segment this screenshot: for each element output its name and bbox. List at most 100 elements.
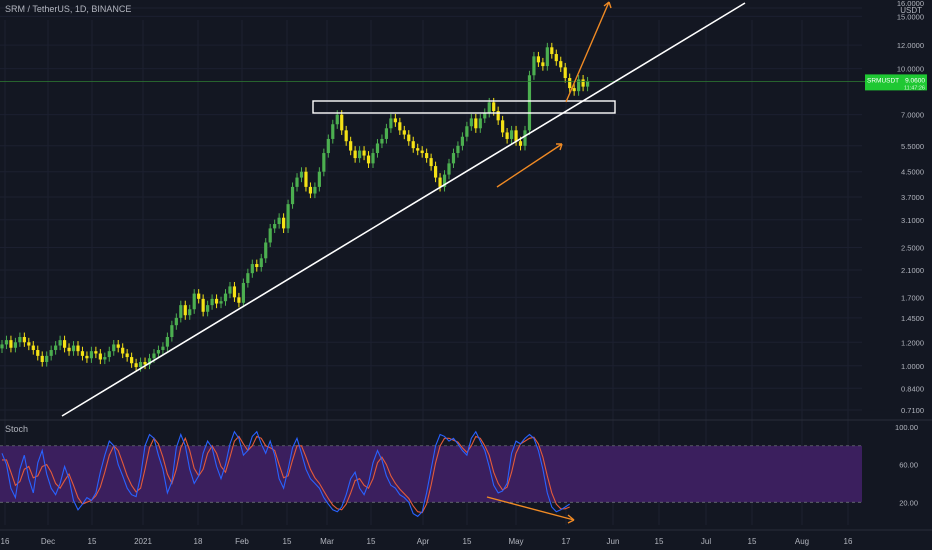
time-tick-label: Dec: [41, 537, 55, 546]
candle-up: [138, 361, 143, 368]
candle-up: [210, 298, 214, 306]
candle-down: [197, 293, 201, 299]
candle-up: [152, 353, 156, 359]
candle-up: [241, 282, 245, 303]
candle-up: [103, 357, 107, 360]
candle-up: [206, 305, 210, 312]
candle-up: [384, 128, 389, 139]
candle-down: [344, 130, 348, 142]
price-tick-label: 2.5000: [901, 244, 924, 253]
candle-down: [407, 134, 411, 142]
candle-up: [389, 118, 393, 129]
last-price-badge: [865, 74, 927, 91]
time-tick-label: 16: [844, 537, 853, 546]
time-axis[interactable]: 16 Dec 15 2021 18 Feb 15 Mar 15 Apr 15 May 17 Jun 15 Ju…: [0, 419, 932, 546]
candle-up: [326, 138, 330, 154]
candle-up: [277, 217, 281, 225]
stoch-label: Stoch: [5, 424, 28, 434]
candle-down: [121, 347, 125, 354]
candle-up: [456, 145, 460, 154]
price-tick-label: 3.1000: [901, 216, 924, 225]
candle-up: [0, 344, 4, 349]
candle-up: [174, 317, 178, 326]
time-tick-label: 15: [655, 537, 664, 546]
candle-up: [527, 75, 532, 131]
candle-down: [40, 355, 44, 362]
time-tick-label: 18: [194, 537, 203, 546]
stoch-tick-label: 20.00: [899, 498, 918, 507]
candle-up: [228, 286, 232, 294]
candle-up: [89, 351, 93, 359]
stoch-tick-label: 100.00: [895, 423, 918, 432]
stochastic-pane[interactable]: 100.00 60.00 20.00: [0, 423, 918, 524]
candle-up: [380, 138, 384, 144]
candle-up: [317, 171, 321, 187]
candle-up: [585, 81, 590, 87]
price-tick-label: 15.0000: [897, 12, 924, 21]
candle-down: [550, 47, 554, 55]
divergence-arrowhead: [567, 514, 575, 524]
candle-up: [179, 305, 183, 318]
candle-down: [518, 141, 523, 146]
candle-up: [273, 224, 277, 229]
ascending-trend-line: [61, 2, 746, 417]
candle-up: [523, 130, 527, 146]
candle-down: [353, 150, 357, 159]
candle-up: [147, 358, 152, 365]
time-tick-label: 15: [283, 537, 292, 546]
resistance-zone-box: [312, 100, 616, 114]
candle-down: [31, 345, 35, 351]
candle-up: [532, 56, 536, 76]
candle-down: [22, 337, 26, 343]
time-tick-label: 2021: [134, 537, 152, 546]
candle-up: [4, 340, 9, 345]
candle-up: [460, 136, 465, 146]
candle-down: [67, 347, 71, 352]
candle-up: [18, 337, 22, 343]
candle-up: [250, 264, 254, 274]
candle-up: [246, 273, 250, 283]
momentum-arrowhead: [556, 143, 563, 151]
price-axis[interactable]: 15.0000 12.0000 10.0000 7.0000 5.5000 4.5000 3…: [897, 0, 924, 415]
candle-down: [232, 286, 237, 298]
candle-down: [62, 340, 67, 348]
price-tick-label: 3.7000: [901, 193, 924, 202]
candle-up: [165, 337, 169, 347]
candle-down: [36, 350, 40, 356]
candle-down: [282, 217, 286, 229]
candle-down: [349, 141, 353, 151]
candle-up: [487, 102, 491, 113]
candle-down: [425, 153, 429, 159]
candle-down: [514, 130, 518, 142]
candle-down: [420, 150, 424, 154]
candle-down: [492, 102, 496, 112]
candle-up: [313, 186, 317, 194]
price-tick-label: 2.1000: [901, 266, 924, 275]
divergence-arrow: [486, 496, 575, 521]
candle-up: [170, 325, 174, 338]
candle-up: [49, 350, 53, 356]
stoch-band: [0, 445, 862, 503]
candle-down: [572, 88, 576, 92]
candle-up: [71, 345, 76, 352]
candle-up: [577, 79, 581, 92]
time-tick-label: Feb: [235, 537, 249, 546]
candle-down: [9, 340, 13, 348]
time-tick-label: Mar: [320, 537, 334, 546]
candle-down: [183, 305, 187, 316]
price-tick-label: 10.0000: [897, 65, 924, 74]
candle-down: [304, 171, 308, 187]
candle-down: [429, 158, 433, 167]
candle-up: [13, 342, 18, 348]
candle-up: [188, 309, 192, 316]
time-tick-label: 15: [748, 537, 757, 546]
candle-up: [442, 174, 447, 187]
price-tick-label: 1.0000: [901, 362, 924, 371]
price-tick-label: 4.5000: [901, 168, 924, 177]
candle-up: [156, 350, 161, 354]
candle-up: [299, 171, 304, 178]
candle-up: [259, 258, 263, 268]
candle-up: [469, 118, 473, 127]
